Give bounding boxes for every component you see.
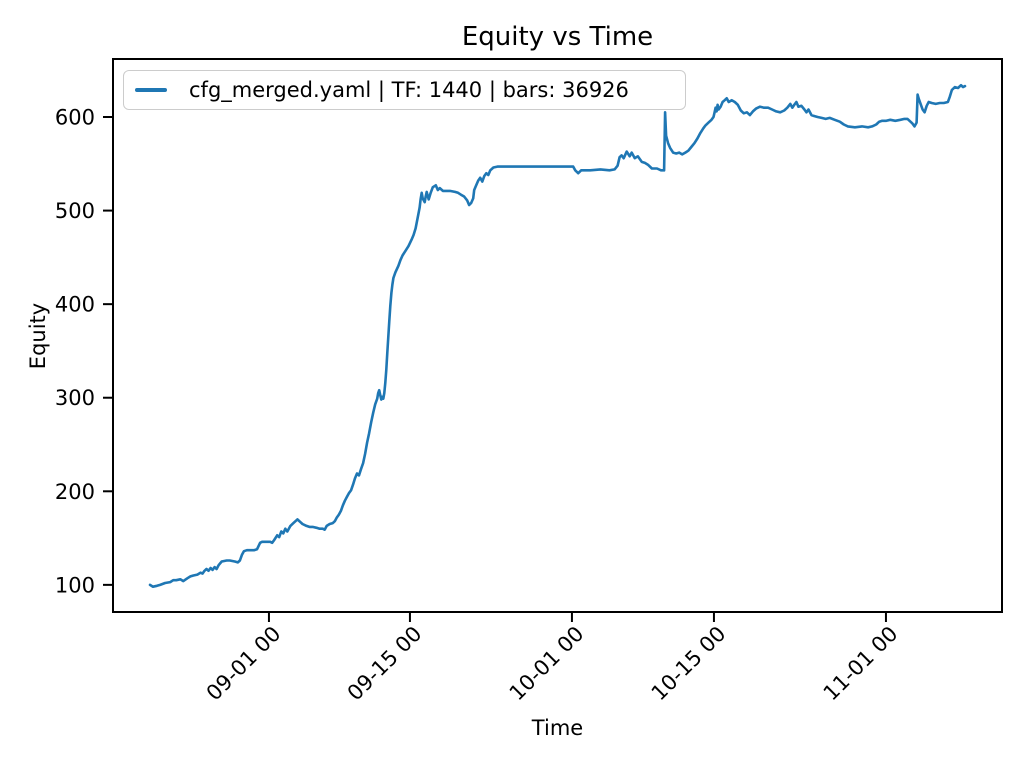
y-tick-label: 300 bbox=[55, 386, 95, 410]
y-tick-label: 500 bbox=[55, 199, 95, 223]
axes-spines bbox=[112, 58, 1003, 613]
legend-line-sample bbox=[135, 88, 167, 92]
x-axis-label: Time bbox=[531, 716, 584, 740]
chart-title: Equity vs Time bbox=[461, 22, 654, 52]
legend: cfg_merged.yaml | TF: 1440 | bars: 36926 bbox=[123, 70, 686, 110]
x-tick-label: 10-01 00 bbox=[505, 622, 589, 706]
y-tick-label: 100 bbox=[55, 573, 95, 597]
y-tick-label: 400 bbox=[55, 293, 95, 317]
equity-line bbox=[148, 83, 967, 589]
x-tick-label: 09-15 00 bbox=[343, 622, 427, 706]
x-tick-label: 10-15 00 bbox=[647, 622, 731, 706]
y-axis-label: Equity bbox=[26, 302, 50, 370]
x-tick-label: 11-01 00 bbox=[819, 622, 903, 706]
legend-entry-label: cfg_merged.yaml | TF: 1440 | bars: 36926 bbox=[189, 78, 629, 102]
y-tick-label: 200 bbox=[55, 480, 95, 504]
y-tick-label: 600 bbox=[55, 106, 95, 130]
x-tick-label: 09-01 00 bbox=[202, 622, 286, 706]
